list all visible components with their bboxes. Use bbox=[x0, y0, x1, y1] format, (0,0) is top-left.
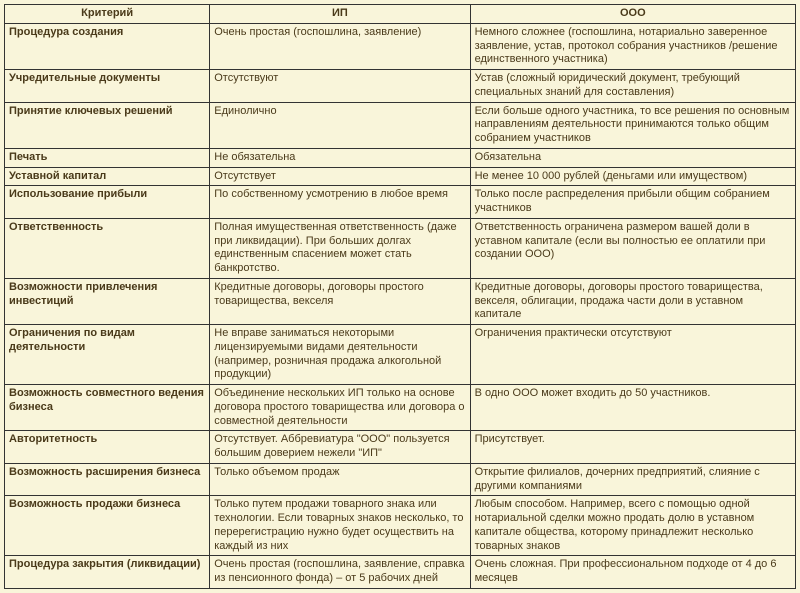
table-row: Возможность продажи бизнесаТолько путем … bbox=[5, 496, 796, 556]
table-row: Уставной капиталОтсутствуетНе менее 10 0… bbox=[5, 167, 796, 186]
table-row: Использование прибылиПо собственному усм… bbox=[5, 186, 796, 219]
cell-ip: Очень простая (госпошлина, заявление, сп… bbox=[210, 556, 470, 589]
cell-ip: Единолично bbox=[210, 102, 470, 148]
cell-ip: Очень простая (госпошлина, заявление) bbox=[210, 23, 470, 69]
cell-ooo: Обязательна bbox=[470, 148, 795, 167]
table-row: ПечатьНе обязательнаОбязательна bbox=[5, 148, 796, 167]
col-header-ooo: ООО bbox=[470, 5, 795, 24]
cell-ooo: Очень сложная. При профессиональном подх… bbox=[470, 556, 795, 589]
cell-ip: Не вправе заниматься некоторыми лицензир… bbox=[210, 325, 470, 385]
cell-ooo: Присутствует. bbox=[470, 431, 795, 464]
cell-criterion: Авторитетность bbox=[5, 431, 210, 464]
table-row: Учредительные документыОтсутствуютУстав … bbox=[5, 70, 796, 103]
cell-ooo: Если больше одного участника, то все реш… bbox=[470, 102, 795, 148]
col-header-criterion: Критерий bbox=[5, 5, 210, 24]
cell-ooo: Устав (сложный юридический документ, тре… bbox=[470, 70, 795, 103]
comparison-table: Критерий ИП ООО Процедура созданияОчень … bbox=[4, 4, 796, 589]
table-row: ОтветственностьПолная имущественная отве… bbox=[5, 218, 796, 278]
table-row: Возможность расширения бизнесаТолько объ… bbox=[5, 463, 796, 496]
cell-criterion: Возможность расширения бизнеса bbox=[5, 463, 210, 496]
cell-criterion: Использование прибыли bbox=[5, 186, 210, 219]
table-row: Принятие ключевых решенийЕдиноличноЕсли … bbox=[5, 102, 796, 148]
cell-criterion: Возможности привлечения инвестиций bbox=[5, 278, 210, 324]
cell-ip: Не обязательна bbox=[210, 148, 470, 167]
cell-criterion: Принятие ключевых решений bbox=[5, 102, 210, 148]
cell-ooo: Ограничения практически отсутствуют bbox=[470, 325, 795, 385]
cell-ip: Только объемом продаж bbox=[210, 463, 470, 496]
cell-criterion: Возможность совместного ведения бизнеса bbox=[5, 385, 210, 431]
cell-ooo: Ответственность ограничена размером ваше… bbox=[470, 218, 795, 278]
cell-ip: Полная имущественная ответственность (да… bbox=[210, 218, 470, 278]
table-row: Процедура закрытия (ликвидации)Очень про… bbox=[5, 556, 796, 589]
cell-ip: Кредитные договоры, договоры простого то… bbox=[210, 278, 470, 324]
table-row: Возможности привлечения инвестицийКредит… bbox=[5, 278, 796, 324]
cell-criterion: Ответственность bbox=[5, 218, 210, 278]
table-header-row: Критерий ИП ООО bbox=[5, 5, 796, 24]
cell-ip: Отсутствуют bbox=[210, 70, 470, 103]
col-header-ip: ИП bbox=[210, 5, 470, 24]
cell-criterion: Возможность продажи бизнеса bbox=[5, 496, 210, 556]
cell-criterion: Процедура создания bbox=[5, 23, 210, 69]
cell-ooo: Кредитные договоры, договоры простого то… bbox=[470, 278, 795, 324]
table-row: Возможность совместного ведения бизнесаО… bbox=[5, 385, 796, 431]
cell-criterion: Ограничения по видам деятельности bbox=[5, 325, 210, 385]
cell-criterion: Уставной капитал bbox=[5, 167, 210, 186]
cell-ooo: Немного сложнее (госпошлина, нотариально… bbox=[470, 23, 795, 69]
table-row: Ограничения по видам деятельностиНе впра… bbox=[5, 325, 796, 385]
cell-ip: По собственному усмотрению в любое время bbox=[210, 186, 470, 219]
cell-ip: Только путем продажи товарного знака или… bbox=[210, 496, 470, 556]
cell-ooo: Не менее 10 000 рублей (деньгами или иму… bbox=[470, 167, 795, 186]
cell-ooo: Любым способом. Например, всего с помощь… bbox=[470, 496, 795, 556]
cell-ooo: Только после распределения прибыли общим… bbox=[470, 186, 795, 219]
cell-ip: Отсутствует bbox=[210, 167, 470, 186]
cell-ooo: Открытие филиалов, дочерних предприятий,… bbox=[470, 463, 795, 496]
cell-ip: Отсутствует. Аббревиатура "ООО" пользует… bbox=[210, 431, 470, 464]
cell-criterion: Печать bbox=[5, 148, 210, 167]
cell-ooo: В одно ООО может входить до 50 участнико… bbox=[470, 385, 795, 431]
cell-criterion: Учредительные документы bbox=[5, 70, 210, 103]
cell-criterion: Процедура закрытия (ликвидации) bbox=[5, 556, 210, 589]
table-row: АвторитетностьОтсутствует. Аббревиатура … bbox=[5, 431, 796, 464]
table-row: Процедура созданияОчень простая (госпошл… bbox=[5, 23, 796, 69]
cell-ip: Объединение нескольких ИП только на осно… bbox=[210, 385, 470, 431]
